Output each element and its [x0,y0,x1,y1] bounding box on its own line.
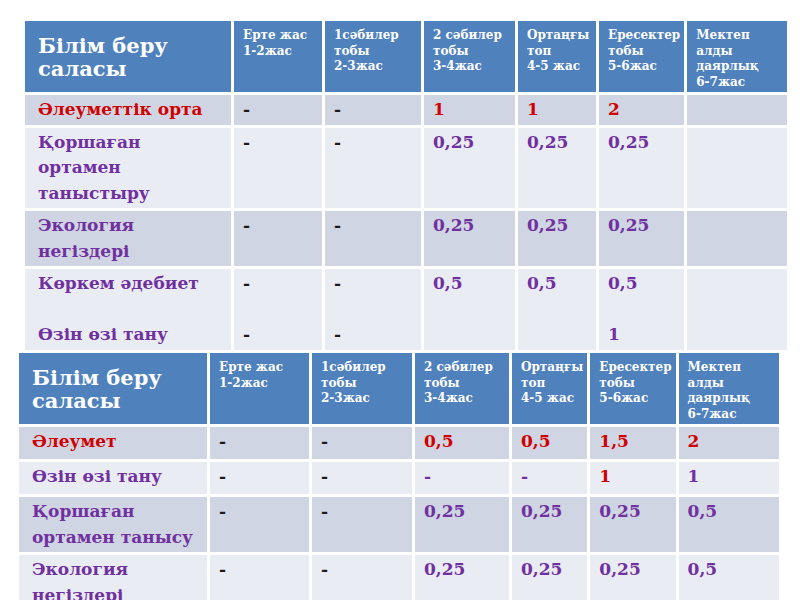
value-cell: 0,25 [599,211,684,266]
value-cell: 0,25 [518,211,596,266]
table-row: Экология негіздері--0,250,250,250,5 [19,555,779,600]
value-cell: 0,25 [512,497,587,552]
row-label-cell: Экология негіздері [19,555,207,600]
value-cell: - - [325,269,421,350]
value-cell: 0,25 [590,497,675,552]
value-cell: - [210,555,309,600]
value-cell: - [312,462,412,494]
value-cell: 0,5 [679,497,779,552]
row-label-cell: Әлеумет [19,427,207,459]
value-cell: 0,5 [415,427,509,459]
header-cell-age-group: Мектеп алды даярлық 6-7жас [687,21,787,92]
row-label-cell: Көркем әдебиет Өзін өзі тану [25,269,231,350]
value-cell: 2 [599,95,684,125]
value-cell: 1 [424,95,515,125]
value-cell: - [312,555,412,600]
value-cell: 0,25 [415,497,509,552]
table-row: Қоршаған ортамен танысу--0,250,250,250,5 [19,497,779,552]
header-cell-education-area: Білім беру саласы [25,21,231,92]
value-cell: 1 [679,462,779,494]
value-cell: 1 [590,462,675,494]
value-cell: - [415,462,509,494]
header-cell-age-group: Ортаңғы топ 4-5 жас [512,353,587,424]
table-row: Әлеуметтік орта--112 [25,95,787,125]
value-cell [687,211,787,266]
education-areas-table-lower: Білім беру саласыЕрте жас 1-2жас1сәбилер… [16,350,782,600]
slide-canvas: Білім беру саласыЕрте жас 1-2жас1сәбилер… [0,0,800,600]
table-row: Қоршаған ортамен таныстыру--0,250,250,25 [25,128,787,209]
value-cell: 1 [518,95,596,125]
header-cell-age-group: 1сәбилер тобы 2-3жас [312,353,412,424]
value-cell: - [234,95,322,125]
value-cell: 0,25 [590,555,675,600]
value-cell: 0,25 [518,128,596,209]
row-label-cell: Өзін өзі тану [19,462,207,494]
header-cell-education-area: Білім беру саласы [19,353,207,424]
table-row: Әлеумет--0,50,51,52 [19,427,779,459]
row-label-cell: Экология негіздері [25,211,231,266]
value-cell: - [234,211,322,266]
header-cell-age-group: 1сәбилер тобы 2-3жас [325,21,421,92]
value-cell: - [325,128,421,209]
value-cell: - - [234,269,322,350]
value-cell: - [210,462,309,494]
value-cell: - [312,497,412,552]
value-cell: - [325,211,421,266]
value-cell: - [312,427,412,459]
value-cell: 0,5 [512,427,587,459]
value-cell: 0,25 [424,128,515,209]
header-cell-age-group: Мектеп алды даярлық 6-7жас [679,353,779,424]
header-cell-age-group: 2 сәбилер тобы 3-4жас [424,21,515,92]
header-cell-age-group: 2 сәбилер тобы 3-4жас [415,353,509,424]
row-label-cell: Қоршаған ортамен танысу [19,497,207,552]
value-cell: - [210,427,309,459]
table-row: Көркем әдебиет Өзін өзі тану- -- -0,50,5… [25,269,787,350]
row-label-cell: Әлеуметтік орта [25,95,231,125]
row-label-cell: Қоршаған ортамен таныстыру [25,128,231,209]
table-row: Өзін өзі тану----11 [19,462,779,494]
value-cell: 0,5 [518,269,596,350]
value-cell: 0,25 [512,555,587,600]
value-cell: 0,25 [599,128,684,209]
value-cell: 0,5 [424,269,515,350]
header-cell-age-group: Ерте жас 1-2жас [210,353,309,424]
value-cell: - [325,95,421,125]
education-areas-table-upper: Білім беру саласыЕрте жас 1-2жас1сәбилер… [22,18,790,353]
value-cell: 0,5 [679,555,779,600]
value-cell: 1,5 [590,427,675,459]
table-row: Экология негіздері--0,250,250,25 [25,211,787,266]
value-cell [687,95,787,125]
header-cell-age-group: Ерте жас 1-2жас [234,21,322,92]
value-cell: - [210,497,309,552]
header-cell-age-group: Ересектер тобы 5-6жас [599,21,684,92]
header-cell-age-group: Ересектер тобы 5-6жас [590,353,675,424]
table-header-row: Білім беру саласыЕрте жас 1-2жас1сәбилер… [19,353,779,424]
value-cell: 0,5 1 [599,269,684,350]
value-cell: - [512,462,587,494]
table-header-row: Білім беру саласыЕрте жас 1-2жас1сәбилер… [25,21,787,92]
header-cell-age-group: Ортаңғы топ 4-5 жас [518,21,596,92]
value-cell [687,269,787,350]
value-cell [687,128,787,209]
value-cell: 0,25 [415,555,509,600]
value-cell: 2 [679,427,779,459]
value-cell: - [234,128,322,209]
value-cell: 0,25 [424,211,515,266]
